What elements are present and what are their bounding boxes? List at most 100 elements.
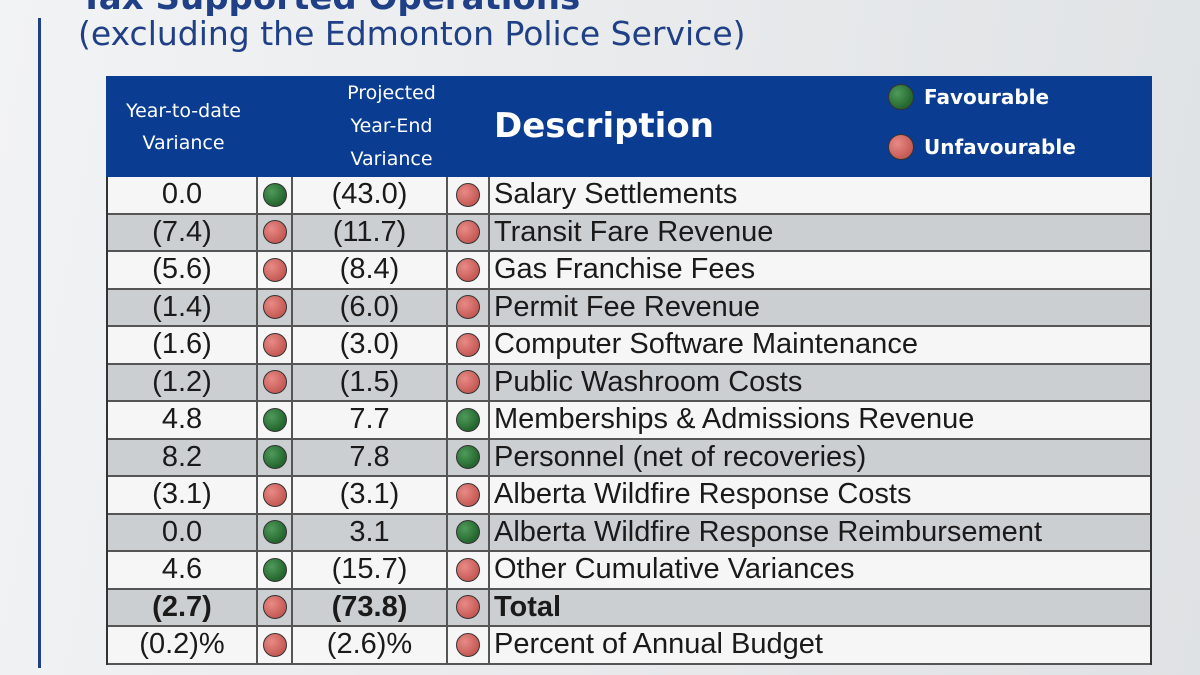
projected-status-cell [448, 327, 488, 363]
projected-variance-cell: (73.8) [293, 589, 448, 625]
projected-status-cell [448, 627, 488, 663]
projected-status-dot-icon [456, 482, 480, 507]
table-row: (1.6) (3.0) Computer Software Maintenance [108, 327, 1150, 365]
ytd-status-cell [258, 477, 293, 513]
ytd-status-dot-icon [262, 595, 287, 620]
table-row: 8.2 7.8 Personnel (net of recoveries) [108, 439, 1150, 477]
table-row: (2.7) (73.8) Total [108, 589, 1150, 627]
ytd-variance-cell: (3.1) [108, 477, 258, 513]
projected-status-dot-icon [456, 332, 480, 357]
ytd-status-cell [258, 177, 293, 213]
ytd-status-dot-icon [262, 257, 287, 282]
page-title: Tax Supported Operations [80, 0, 580, 18]
projected-status-dot-icon [456, 520, 480, 545]
projected-variance-cell: (6.0) [293, 289, 448, 325]
table-row: 4.8 7.7 Memberships & Admissions Revenue [108, 402, 1150, 440]
projected-variance-cell: 3.1 [293, 514, 448, 550]
projected-status-cell [448, 290, 488, 326]
table-header: Year-to-date Variance Projected Year-End… [106, 76, 1152, 177]
projected-status-dot-icon [456, 257, 480, 282]
ytd-status-cell [258, 552, 293, 588]
ytd-status-cell [258, 214, 293, 250]
ytd-status-dot-icon [262, 182, 287, 207]
table-row: (7.4) (11.7) Transit Fare Revenue [108, 214, 1150, 252]
projected-status-cell [448, 252, 488, 288]
projected-variance-cell: (3.0) [293, 327, 448, 363]
description-cell: Public Washroom Costs [488, 364, 1150, 400]
left-rule [38, 18, 41, 668]
description-cell: Gas Franchise Fees [488, 252, 1150, 288]
ytd-variance-cell: (1.4) [108, 289, 258, 325]
projected-status-cell [448, 402, 488, 438]
variance-table: Year-to-date Variance Projected Year-End… [106, 76, 1152, 665]
description-cell: Alberta Wildfire Response Reimbursement [488, 514, 1150, 550]
projected-variance-cell: 7.8 [293, 439, 448, 475]
projected-status-dot-icon [456, 632, 480, 657]
description-cell: Salary Settlements [488, 177, 1150, 213]
description-cell: Other Cumulative Variances [488, 552, 1150, 588]
table-row: (1.2) (1.5) Public Washroom Costs [108, 364, 1150, 402]
projected-status-cell [448, 215, 488, 251]
projected-variance-cell: 7.7 [293, 402, 448, 438]
page-subtitle: (excluding the Edmonton Police Service) [78, 14, 746, 53]
description-cell: Computer Software Maintenance [488, 327, 1150, 363]
projected-status-cell [448, 477, 488, 513]
ytd-status-dot-icon [262, 407, 287, 432]
projected-variance-cell: (1.5) [293, 364, 448, 400]
header-description: Description [494, 106, 714, 146]
ytd-variance-cell: (1.2) [108, 364, 258, 400]
legend-favourable: Favourable [888, 84, 1049, 110]
projected-variance-cell: (8.4) [293, 252, 448, 288]
projected-status-dot-icon [456, 370, 480, 395]
projected-status-cell [448, 440, 488, 476]
header-ytd-variance: Year-to-date Variance [126, 99, 241, 154]
ytd-status-cell [258, 589, 293, 625]
ytd-status-cell [258, 439, 293, 475]
ytd-variance-cell: (1.6) [108, 327, 258, 363]
projected-status-dot-icon [456, 407, 480, 432]
projected-variance-cell: (15.7) [293, 552, 448, 588]
projected-status-dot-icon [456, 557, 480, 582]
ytd-variance-cell: (2.7) [108, 589, 258, 625]
projected-status-dot-icon [456, 295, 480, 320]
favourable-dot-icon [888, 84, 914, 110]
projected-variance-cell: (11.7) [293, 214, 448, 250]
projected-status-cell [448, 515, 488, 551]
table-row: (5.6) (8.4) Gas Franchise Fees [108, 252, 1150, 290]
ytd-status-cell [258, 514, 293, 550]
table-row: (1.4) (6.0) Permit Fee Revenue [108, 289, 1150, 327]
projected-status-cell [448, 590, 488, 626]
table-row: (3.1) (3.1) Alberta Wildfire Response Cost… [108, 477, 1150, 515]
unfavourable-dot-icon [888, 134, 914, 160]
ytd-status-dot-icon [262, 520, 287, 545]
projected-status-cell [448, 365, 488, 401]
projected-status-dot-icon [456, 182, 480, 207]
ytd-status-dot-icon [262, 370, 287, 395]
ytd-variance-cell: 8.2 [108, 439, 258, 475]
ytd-status-cell [258, 252, 293, 288]
description-cell: Percent of Annual Budget [488, 627, 1150, 663]
ytd-status-dot-icon [262, 632, 287, 657]
projected-status-dot-icon [456, 445, 480, 470]
description-cell: Alberta Wildfire Response Costs [488, 477, 1150, 513]
projected-variance-cell: (2.6)% [293, 627, 448, 663]
description-cell: Transit Fare Revenue [488, 214, 1150, 250]
ytd-status-cell [258, 627, 293, 663]
table-body: 0.0 (43.0) Salary Settlements (7.4) (11.7) Tr… [106, 177, 1152, 665]
table-row: 0.0 (43.0) Salary Settlements [108, 177, 1150, 215]
projected-status-dot-icon [456, 220, 480, 245]
table-row: 0.0 3.1 Alberta Wildfire Response Reimburs… [108, 514, 1150, 552]
ytd-variance-cell: (0.2)% [108, 627, 258, 663]
projected-status-cell [448, 552, 488, 588]
ytd-status-cell [258, 402, 293, 438]
ytd-status-cell [258, 327, 293, 363]
header-projected-variance: Projected Year-End Variance [347, 82, 436, 170]
ytd-variance-cell: 0.0 [108, 177, 258, 213]
ytd-status-dot-icon [262, 295, 287, 320]
projected-status-cell [448, 177, 488, 213]
projected-variance-cell: (3.1) [293, 477, 448, 513]
projected-variance-cell: (43.0) [293, 177, 448, 213]
ytd-variance-cell: 4.6 [108, 552, 258, 588]
ytd-status-dot-icon [262, 445, 287, 470]
description-cell: Total [488, 589, 1150, 625]
